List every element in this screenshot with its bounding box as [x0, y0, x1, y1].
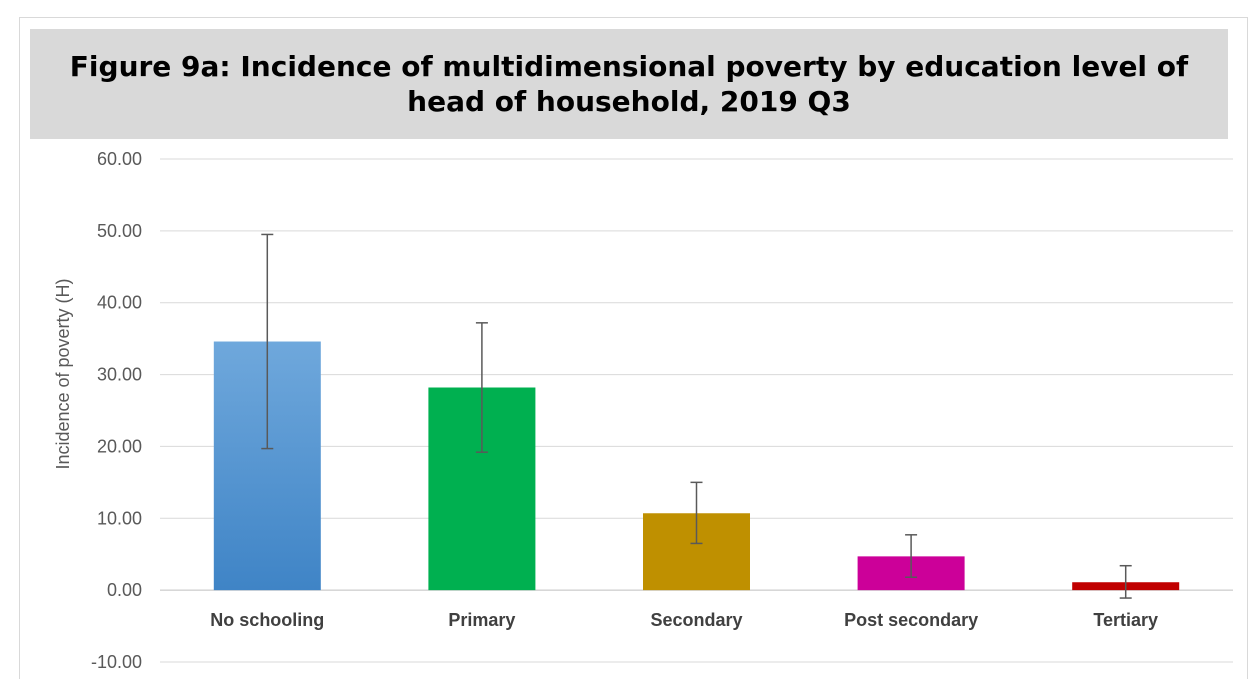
y-tick-label: 20.00 [97, 436, 142, 456]
error-bar [1119, 564, 1132, 599]
gridlines [160, 158, 1233, 663]
x-category-label: Tertiary [1093, 610, 1158, 630]
x-category-label: Secondary [650, 610, 742, 630]
bars [213, 341, 1180, 591]
chart-title: Figure 9a: Incidence of multidimensional… [69, 50, 1189, 118]
error-bar [905, 534, 918, 578]
y-tick-label: 50.00 [97, 221, 142, 241]
y-axis-title: Incidence of poverty (H) [53, 278, 73, 469]
error-bar [690, 481, 703, 545]
y-tick-label: -10.00 [91, 652, 142, 672]
y-tick-label: 10.00 [97, 508, 142, 528]
error-bar [261, 233, 274, 450]
y-tick-label: 30.00 [97, 365, 142, 385]
y-tick-label: 0.00 [107, 580, 142, 600]
x-category-label: No schooling [210, 610, 324, 630]
error-bar [475, 322, 488, 453]
error-bars [261, 233, 1132, 599]
x-axis-categories: No schooling Primary Secondary Post seconda… [210, 610, 1158, 630]
y-tick-label: 40.00 [97, 293, 142, 313]
y-axis-ticks: 60.00 50.00 40.00 30.00 20.00 10.00 0.00 -10.00 [91, 149, 142, 672]
x-category-label: Post secondary [844, 610, 978, 630]
chart-title-box: Figure 9a: Incidence of multidimensional… [30, 29, 1228, 139]
x-category-label: Primary [448, 610, 515, 630]
y-tick-label: 60.00 [97, 149, 142, 169]
